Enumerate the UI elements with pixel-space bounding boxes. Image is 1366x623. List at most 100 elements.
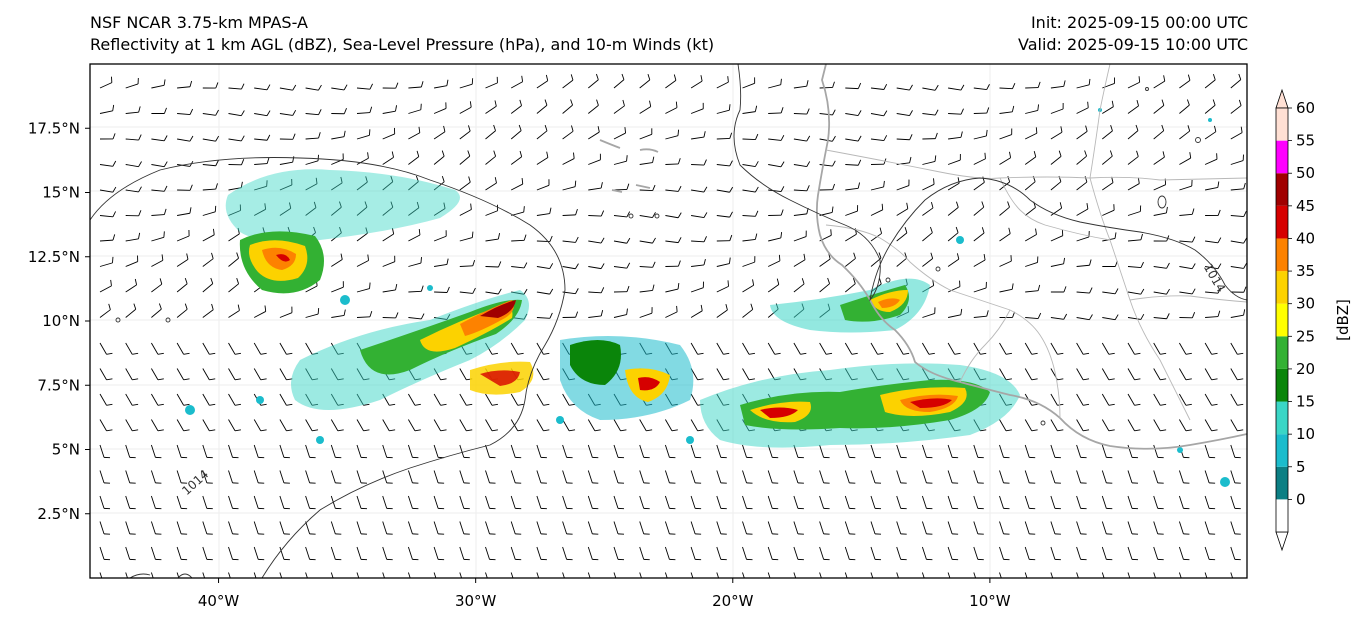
wind-barb — [1101, 470, 1113, 484]
lat-tick-label: 17.5°N — [28, 119, 80, 137]
wind-barb — [1153, 75, 1166, 89]
wind-barb — [228, 277, 240, 293]
wind-barb — [870, 444, 882, 459]
wind-barb — [150, 444, 162, 459]
wind-barb — [125, 546, 136, 561]
wind-barb — [1024, 470, 1036, 484]
wind-barb — [305, 572, 308, 578]
colorbar-swatch — [1276, 238, 1288, 272]
wind-barb — [562, 125, 574, 140]
colorbar-swatch — [1276, 401, 1288, 435]
wind-barb — [613, 127, 627, 140]
wind-barb — [1153, 419, 1167, 432]
wind-barb — [562, 236, 579, 243]
wind-barb — [999, 227, 1011, 242]
wind-barb — [279, 202, 292, 216]
colorbar-swatch — [1276, 108, 1288, 141]
wind-barb — [742, 521, 753, 535]
title-init-time: Init: 2025-09-15 00:00 UTC — [1030, 13, 1248, 32]
wind-barb — [99, 572, 103, 578]
wind-barb — [639, 470, 650, 484]
wind-barb — [99, 495, 111, 510]
wind-barb — [433, 495, 445, 510]
wind-barb — [150, 572, 154, 578]
wind-barb — [1178, 546, 1190, 561]
wind-barb — [408, 201, 420, 216]
wind-barb — [485, 261, 502, 268]
wind-barb — [1230, 262, 1247, 269]
wind-barb — [99, 211, 117, 218]
wind-barb — [845, 159, 862, 166]
wind-barb — [973, 342, 987, 355]
wind-barb — [485, 76, 498, 89]
wind-barb — [613, 211, 631, 218]
wind-barb — [125, 161, 142, 168]
wind-barb — [433, 175, 445, 191]
wind-barb — [228, 368, 241, 381]
wind-barb — [254, 157, 270, 165]
wind-barb — [1102, 176, 1114, 191]
wind-barb — [99, 160, 117, 167]
wind-barb — [999, 368, 1012, 381]
wind-barb — [716, 470, 727, 484]
wind-barb — [305, 201, 317, 216]
wind-barb — [1127, 76, 1141, 89]
wind-barb — [202, 342, 216, 355]
wind-barb — [202, 277, 214, 293]
wind-barb — [716, 234, 733, 242]
wind-barb — [896, 134, 913, 141]
lon-tick-label: 40°W — [198, 592, 240, 610]
wind-barb — [228, 546, 239, 561]
wind-barb — [742, 105, 758, 114]
wind-barb — [459, 176, 471, 191]
wind-barb — [305, 546, 316, 561]
wind-barb — [279, 393, 293, 406]
wind-barb — [870, 135, 888, 142]
wind-barb — [973, 310, 989, 318]
wind-barb — [1204, 125, 1217, 140]
wind-barb — [331, 84, 348, 91]
wind-barb — [767, 342, 781, 355]
wind-barb — [767, 278, 780, 293]
wind-barb — [922, 84, 939, 91]
wind-barb — [1076, 287, 1093, 294]
wind-barb — [279, 178, 293, 191]
wind-barb — [151, 79, 166, 89]
wind-barb — [485, 204, 499, 216]
wind-barb — [1230, 495, 1241, 510]
wind-barb — [999, 342, 1012, 355]
wind-barb — [356, 152, 369, 165]
wind-barb — [613, 73, 625, 89]
wind-barb — [459, 444, 470, 459]
wind-barb — [1102, 204, 1115, 216]
wind-barb — [1204, 99, 1216, 114]
wind-barb — [253, 419, 267, 432]
wind-barb — [922, 155, 937, 165]
wind-barb — [690, 102, 704, 114]
wind-barb — [433, 202, 446, 216]
wind-barb — [408, 313, 425, 320]
wind-barb — [305, 308, 320, 318]
wind-barb — [459, 470, 470, 484]
wind-barb — [305, 84, 322, 91]
wind-barb — [330, 521, 342, 535]
wind-barb — [151, 303, 162, 318]
country-borders — [825, 64, 1247, 421]
wind-barb — [125, 470, 136, 484]
wind-barb — [510, 495, 522, 510]
wind-barb — [999, 201, 1010, 216]
wind-barb — [1205, 287, 1222, 294]
wind-barb — [151, 208, 167, 216]
wind-barb — [1178, 495, 1190, 510]
wind-barb — [870, 342, 884, 355]
wind-barb — [665, 185, 682, 192]
wind-barb — [716, 160, 733, 167]
wind-barb — [485, 150, 497, 165]
wind-barb — [1050, 229, 1064, 242]
wind-barb — [819, 342, 833, 355]
latitude-axis: 17.5°N 15°N 12.5°N 10°N 7.5°N 5°N 2.5°N — [28, 119, 90, 523]
wind-barb — [1153, 444, 1164, 459]
wind-barb — [947, 572, 951, 578]
wind-barb — [1050, 80, 1066, 89]
